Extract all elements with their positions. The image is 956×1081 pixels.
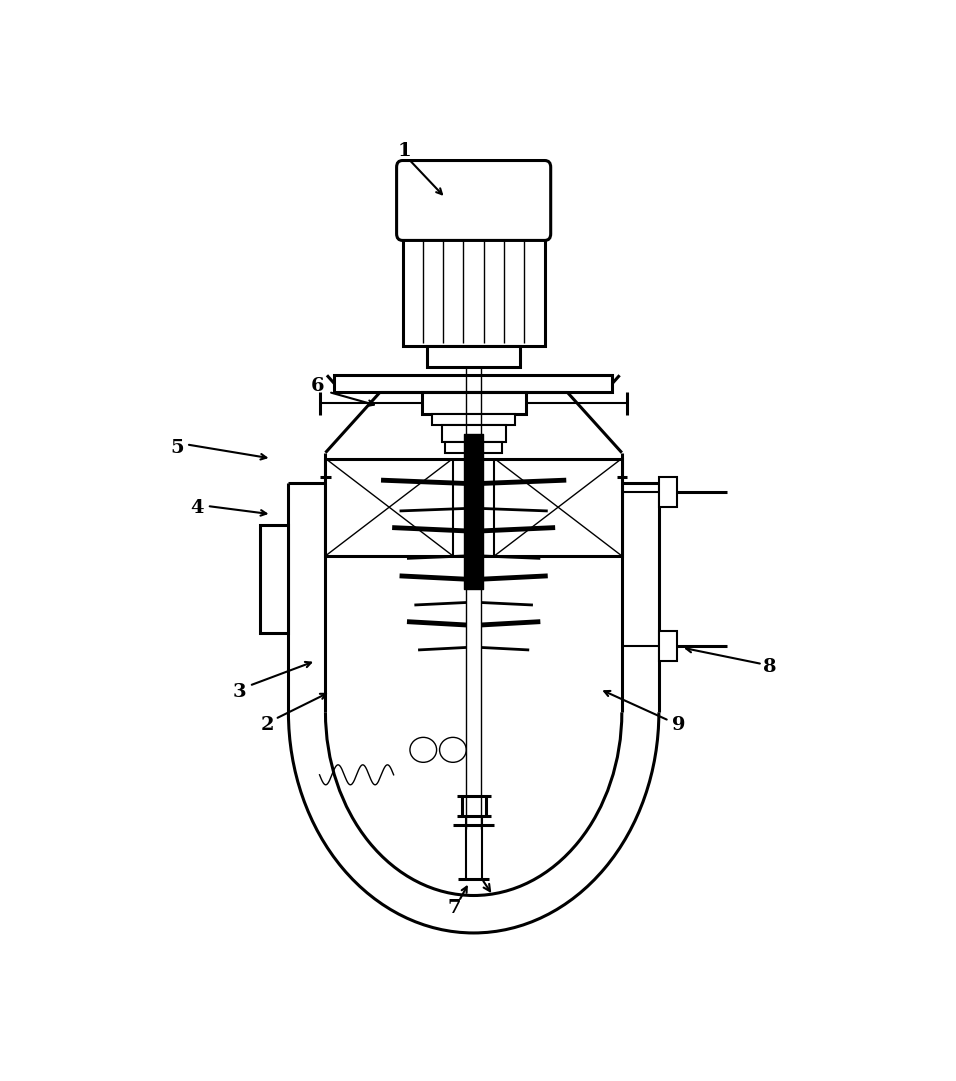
Bar <box>402 233 545 346</box>
Bar <box>442 425 506 442</box>
Text: 6: 6 <box>312 377 325 395</box>
Text: 2: 2 <box>261 716 274 734</box>
Text: 3: 3 <box>232 682 247 700</box>
Text: 1: 1 <box>398 143 412 160</box>
Text: 9: 9 <box>672 716 685 734</box>
Text: 5: 5 <box>170 439 185 456</box>
Text: 7: 7 <box>447 899 461 917</box>
Bar <box>260 525 289 633</box>
Bar <box>445 442 502 453</box>
Bar <box>422 392 526 414</box>
Bar <box>432 414 515 425</box>
Text: 8: 8 <box>763 657 777 676</box>
Bar <box>659 631 678 660</box>
Bar <box>335 375 612 392</box>
Text: 4: 4 <box>190 499 204 518</box>
FancyBboxPatch shape <box>397 160 551 240</box>
Bar <box>427 346 520 366</box>
Bar <box>659 477 678 507</box>
Bar <box>325 458 621 556</box>
